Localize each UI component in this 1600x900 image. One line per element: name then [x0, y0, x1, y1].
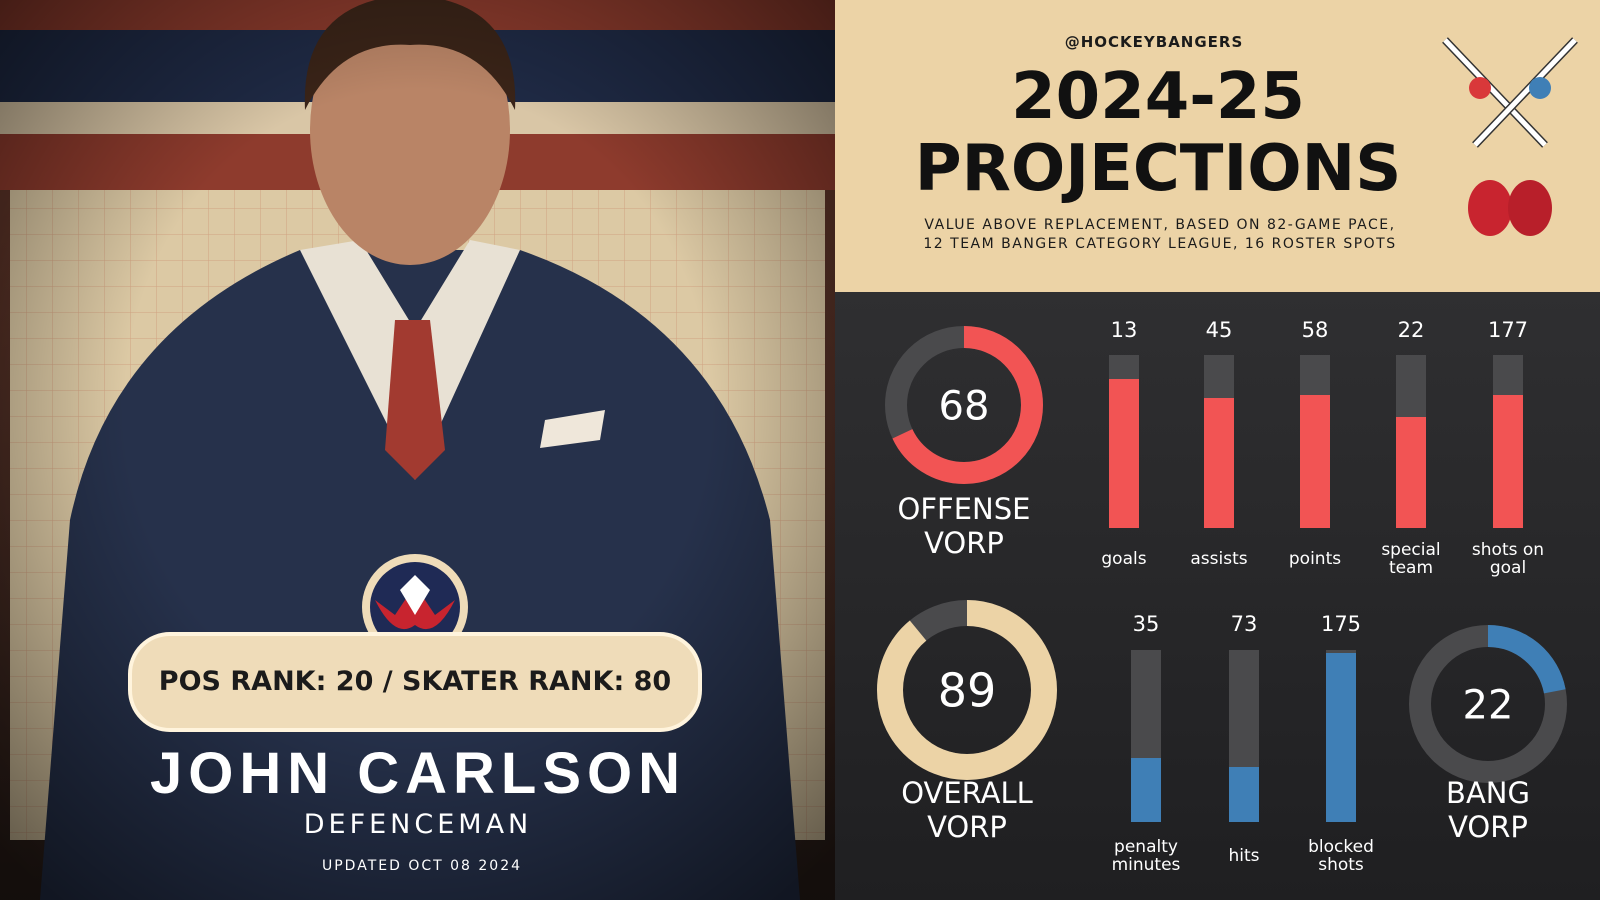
bar: [1396, 417, 1426, 528]
title: 2024-25: [1011, 60, 1305, 134]
donut-value: 22: [1463, 682, 1514, 728]
bar-value: 22: [1397, 318, 1425, 342]
updated: UPDATED OCT 08 2024: [321, 858, 523, 874]
bar-label: shots on goal: [1471, 540, 1545, 578]
bar: [1131, 758, 1161, 822]
bar: [1229, 766, 1259, 822]
donut-label: VORP: [1448, 810, 1528, 844]
bar: [1493, 394, 1523, 528]
bar: [1109, 379, 1139, 528]
bar-label: penalty minutes: [1111, 837, 1181, 875]
bar: [1326, 653, 1356, 822]
donut-label: OVERALL: [901, 776, 1033, 810]
bar: [1300, 394, 1330, 528]
bar-label: assists: [1190, 549, 1248, 569]
player-artwork: [0, 0, 835, 900]
donut-label: BANG: [1446, 776, 1530, 810]
bar-label: blocked shots: [1308, 837, 1374, 875]
donut-label: OFFENSE: [897, 492, 1031, 526]
donut-arc: [1409, 625, 1567, 783]
player-name: JOHN CARLSON: [149, 741, 687, 806]
bar-value: 13: [1110, 318, 1138, 342]
bar-label: points: [1288, 549, 1342, 569]
bar-value: 35: [1132, 612, 1160, 636]
position: DEFENCEMAN: [303, 809, 533, 840]
bar: [1204, 398, 1234, 528]
bar-value: 58: [1301, 318, 1329, 342]
subtitle: VALUE ABOVE REPLACEMENT, BASED ON 82-GAM…: [924, 217, 1396, 233]
bar-value: 175: [1320, 612, 1362, 636]
handle: @HOCKEYBANGERS: [1064, 33, 1244, 51]
donut-label: VORP: [924, 526, 1004, 560]
bar-value: 177: [1487, 318, 1529, 342]
rank: POS RANK: 20 / SKATER RANK: 80: [158, 666, 672, 697]
title: PROJECTIONS: [914, 132, 1402, 206]
subtitle: 12 TEAM BANGER CATEGORY LEAGUE, 16 ROSTE…: [923, 236, 1397, 252]
bar-label: goals: [1101, 549, 1147, 569]
donut-value: 89: [938, 664, 997, 718]
donut-arc: [877, 600, 1057, 780]
bar-value: 73: [1230, 612, 1258, 636]
bar-value: 45: [1205, 318, 1233, 342]
header: [835, 0, 1600, 292]
donut-label: VORP: [927, 810, 1007, 844]
logo-icon: [1442, 37, 1578, 236]
donut-arc: [885, 326, 1043, 484]
donut-value: 68: [939, 383, 990, 429]
bar-label: special team: [1381, 540, 1441, 578]
bar-label: hits: [1228, 846, 1260, 866]
